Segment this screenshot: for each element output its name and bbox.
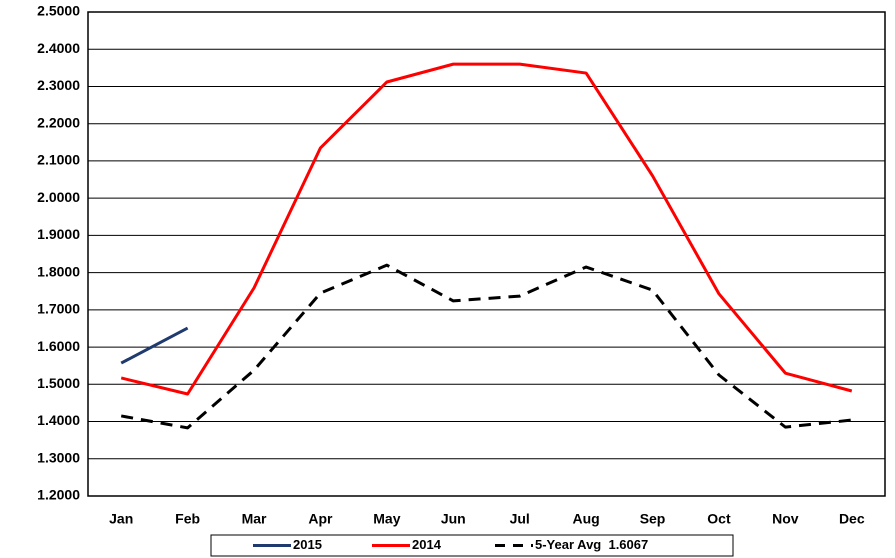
y-tick-label: 2.0000: [37, 189, 80, 205]
y-tick-label: 2.2000: [37, 114, 80, 130]
y-tick-label: 1.6000: [37, 338, 80, 354]
x-tick-label: Oct: [707, 511, 731, 527]
y-tick-label: 2.5000: [37, 3, 80, 19]
series-line: [120, 263, 852, 430]
y-tick-label: 1.7000: [37, 301, 80, 317]
series-line: [120, 62, 853, 396]
y-tick-label: 1.8000: [37, 263, 80, 279]
y-tick-label: 1.2000: [37, 487, 80, 503]
x-tick-label: Feb: [175, 511, 200, 527]
legend-box: [210, 534, 734, 557]
x-tick-label: Jun: [441, 511, 466, 527]
y-tick-label: 1.9000: [37, 226, 80, 242]
plot-frame: [87, 11, 886, 497]
x-tick-label: Jan: [109, 511, 133, 527]
y-tick-label: 2.4000: [37, 40, 80, 56]
y-tick-label: 2.1000: [37, 152, 80, 168]
series-line: [120, 326, 189, 365]
y-tick-label: 1.5000: [37, 375, 80, 391]
x-tick-label: Nov: [772, 511, 799, 527]
x-tick-label: Sep: [640, 511, 666, 527]
x-tick-label: Jul: [510, 511, 530, 527]
x-tick-label: Apr: [308, 511, 333, 527]
x-tick-label: Aug: [573, 511, 600, 527]
y-tick-label: 1.4000: [37, 412, 80, 428]
legend-label: 2015: [293, 537, 322, 552]
x-tick-label: Mar: [242, 511, 267, 527]
x-tick-label: Dec: [839, 511, 865, 527]
legend-label: 2014: [412, 537, 442, 552]
legend-label: 5-Year Avg 1.6067: [535, 537, 648, 552]
x-tick-label: May: [373, 511, 400, 527]
y-tick-label: 1.3000: [37, 449, 80, 465]
y-tick-label: 2.3000: [37, 77, 80, 93]
